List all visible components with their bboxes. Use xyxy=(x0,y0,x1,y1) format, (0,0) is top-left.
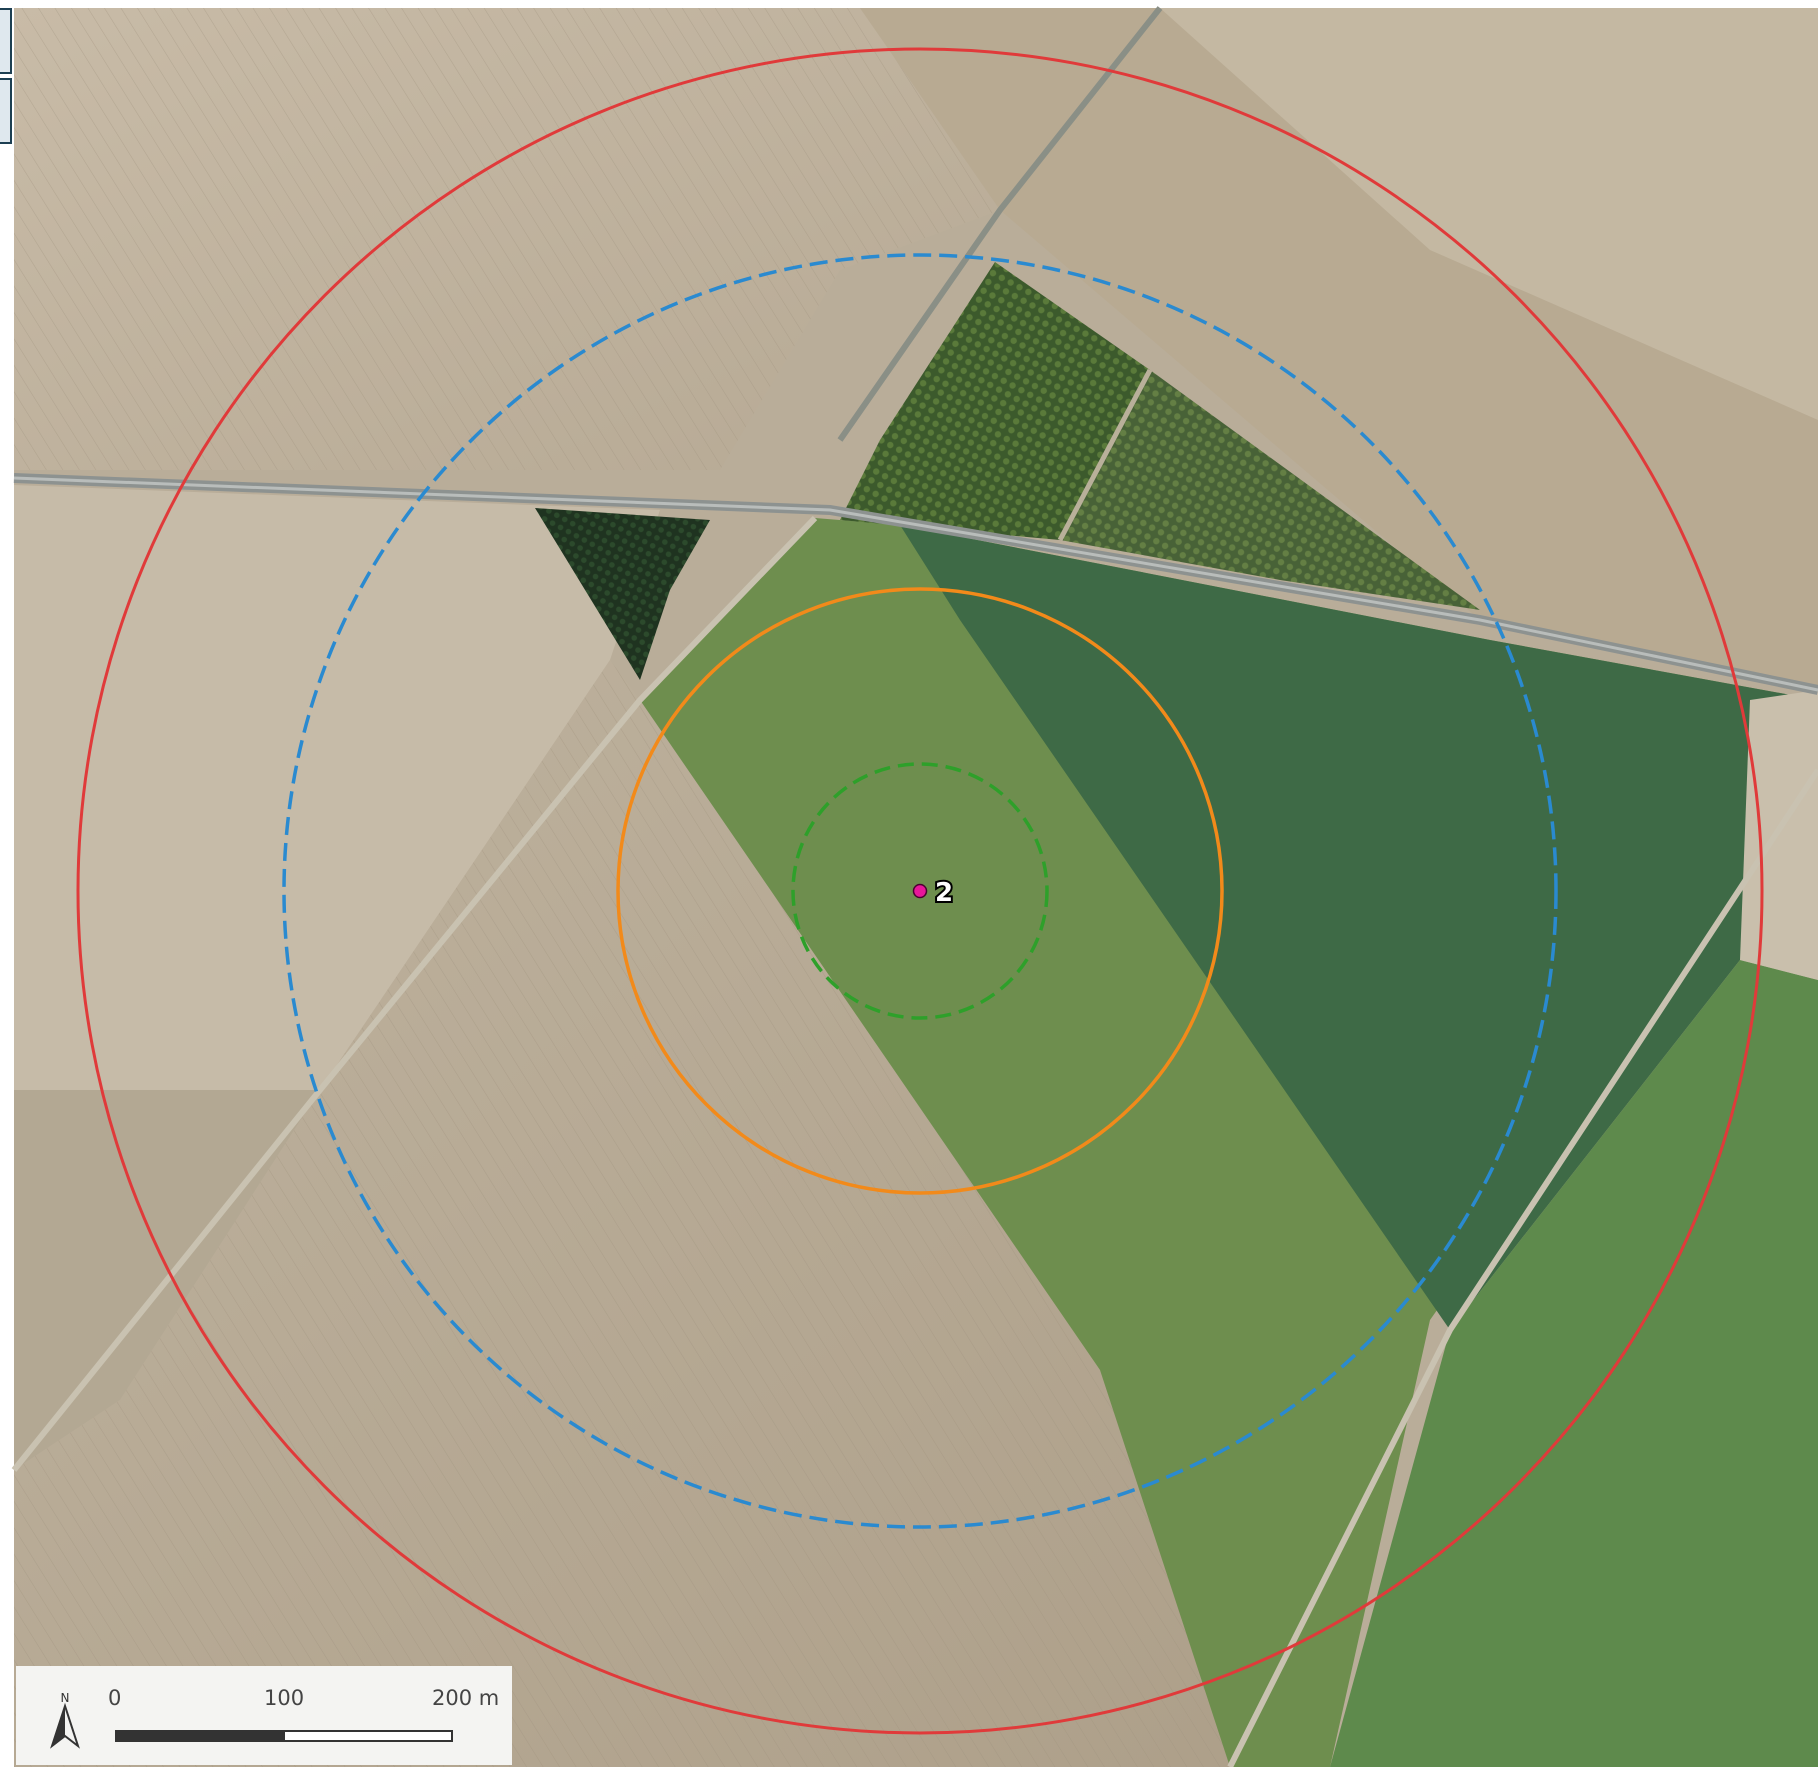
side-panel-button-2[interactable] xyxy=(0,78,12,144)
north-arrow-icon: N xyxy=(50,1691,80,1749)
field-far-top-right xyxy=(1160,8,1818,420)
track-north xyxy=(837,6,1163,442)
scale-bar-segment-light xyxy=(283,1730,453,1742)
green-field-bottom-right xyxy=(1330,960,1818,1767)
forest-west xyxy=(535,508,710,680)
forest-track xyxy=(1057,368,1153,542)
scale-tick-200: 200 m xyxy=(432,1686,500,1710)
buffer-medium xyxy=(616,587,1224,1195)
forest-north-east xyxy=(1060,370,1480,610)
buffer-outer xyxy=(76,47,1764,1735)
point-label: 2 xyxy=(935,878,953,908)
scale-tick-0: 0 xyxy=(108,1686,122,1710)
field-rows xyxy=(14,8,1000,470)
buffer-small xyxy=(791,762,1049,1020)
scale-panel: N 0 100 200 m xyxy=(16,1666,512,1765)
north-label: N xyxy=(61,1691,70,1705)
buffer-large xyxy=(282,253,1558,1529)
forest-north xyxy=(840,262,1150,540)
scale-tick-100: 100 xyxy=(264,1686,305,1710)
side-panel-button-1[interactable] xyxy=(0,8,12,74)
track-diagonal-east xyxy=(1227,768,1818,1767)
green-field-dark xyxy=(900,525,1818,1330)
field-bottom-rows xyxy=(14,660,1330,1767)
scale-bar-segment-dark xyxy=(115,1730,285,1742)
field-right-edge xyxy=(1740,690,1818,980)
track-diagonal-west xyxy=(11,515,818,1472)
sample-point[interactable] xyxy=(912,883,928,899)
field-left-middle xyxy=(14,485,660,1090)
